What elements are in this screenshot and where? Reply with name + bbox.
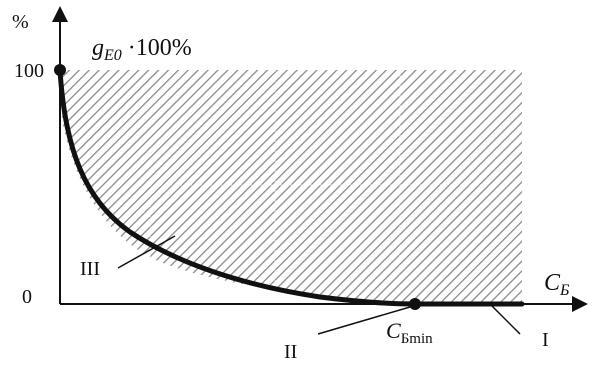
grid-lines — [60, 70, 522, 304]
leader-I — [489, 303, 521, 335]
hatched-region — [60, 70, 522, 304]
region-II-label: II — [284, 341, 297, 363]
region-I-label: I — [542, 329, 549, 351]
ratio-label: gE0 ·100% — [92, 35, 192, 64]
cmin-label: CБmin — [386, 318, 433, 347]
y-unit-label: % — [12, 11, 29, 33]
region-III-label: III — [80, 258, 100, 280]
start-point — [54, 64, 66, 76]
y-tick-100: 100 — [14, 60, 44, 82]
leader-II — [317, 306, 411, 335]
cmin-point — [409, 298, 421, 310]
y-tick-0: 0 — [22, 286, 32, 308]
leader-III — [117, 235, 176, 269]
x-axis-label: CБ — [544, 270, 570, 299]
ratio-curve — [57, 67, 525, 307]
